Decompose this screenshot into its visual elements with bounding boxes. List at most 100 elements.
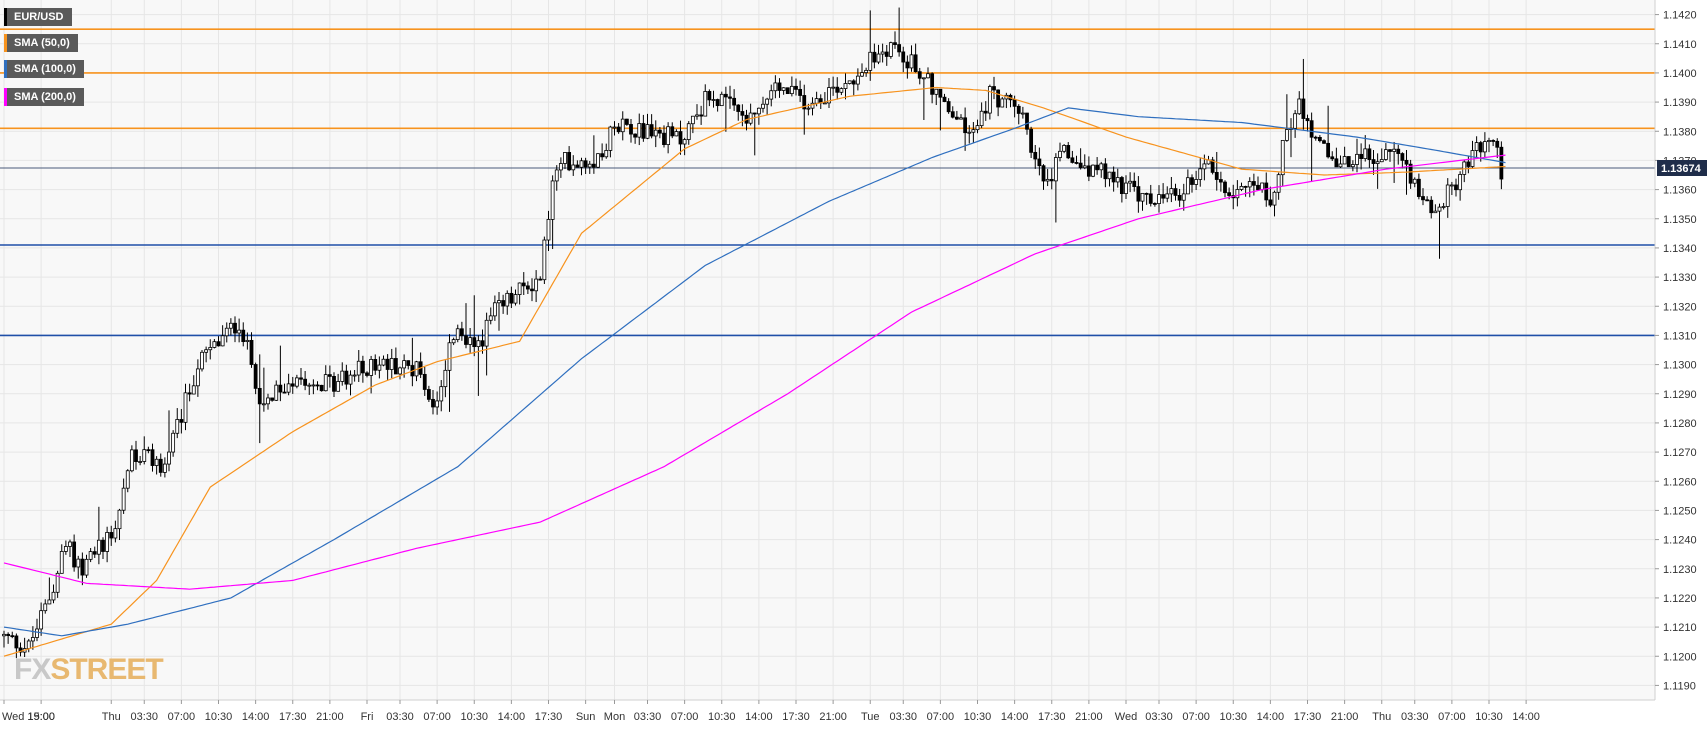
- candle-body: [369, 359, 374, 376]
- candle-body: [1350, 164, 1355, 168]
- candle-body: [719, 93, 724, 107]
- candle-body: [1235, 189, 1240, 199]
- x-tick-label: 07:00: [1438, 711, 1466, 723]
- legend-label-eurusd: EUR/USD: [14, 11, 64, 23]
- x-tick-label: 14:00: [1512, 711, 1540, 723]
- candle-body: [68, 541, 72, 547]
- candle-body: [1491, 140, 1496, 142]
- candle-body: [1144, 192, 1149, 195]
- candle-body: [835, 86, 840, 93]
- candle-body: [1421, 196, 1425, 201]
- candle-body: [616, 126, 621, 133]
- candle-body: [789, 85, 794, 95]
- candle-body: [336, 381, 341, 392]
- candle-body: [1309, 120, 1314, 138]
- candle-body: [756, 107, 761, 115]
- x-tick-label: 03:30: [889, 711, 917, 723]
- candle-body: [1165, 193, 1170, 199]
- candle-body: [534, 278, 539, 292]
- candle-body: [105, 532, 110, 552]
- x-tick-label: 21:00: [316, 711, 344, 723]
- candle-body: [426, 389, 431, 400]
- x-tick-label: 14:00: [498, 711, 526, 723]
- candle-body: [530, 288, 534, 292]
- candle-body: [195, 368, 200, 387]
- candle-body: [732, 97, 737, 106]
- x-tick-label: Sun: [576, 711, 596, 723]
- candle-body: [653, 129, 658, 137]
- candle-body: [1148, 193, 1153, 204]
- candle-body: [1346, 156, 1351, 168]
- candle-body: [1280, 139, 1285, 176]
- candle-body: [1243, 185, 1248, 188]
- candle-body: [402, 360, 407, 369]
- legend-label-sma200: SMA (200,0): [14, 91, 76, 103]
- legend-item-sma200[interactable]: SMA (200,0): [4, 88, 84, 106]
- candle-body: [1247, 181, 1252, 188]
- legend-swatch-sma100: [4, 60, 7, 78]
- x-tick-label: 14:00: [1257, 711, 1285, 723]
- legend-item-sma50[interactable]: SMA (50,0): [4, 34, 78, 52]
- candle-body: [773, 82, 778, 92]
- candle-body: [1012, 99, 1017, 107]
- candle-body: [1227, 192, 1232, 196]
- candle-body: [921, 77, 926, 80]
- candle-body: [728, 96, 732, 99]
- candle-body: [1301, 98, 1306, 119]
- candle-body: [109, 532, 114, 539]
- candle-body: [785, 87, 790, 95]
- candle-body: [1033, 151, 1038, 160]
- y-tick-label: 1.1340: [1663, 243, 1697, 255]
- candle-body: [1111, 171, 1116, 183]
- sma-line-sma100: [3, 107, 1506, 637]
- candle-body: [1082, 165, 1087, 169]
- candle-body: [641, 123, 646, 139]
- x-tick-label: 21:00: [819, 711, 847, 723]
- legend-swatch-sma200: [4, 88, 7, 106]
- candle-body: [228, 322, 233, 329]
- y-tick-label: 1.1260: [1663, 476, 1697, 488]
- legend-item-eurusd[interactable]: EUR/USD: [4, 8, 72, 26]
- legend-item-sma100[interactable]: SMA (100,0): [4, 60, 84, 78]
- candle-body: [608, 126, 613, 151]
- y-tick-label: 1.1300: [1663, 360, 1697, 372]
- y-tick-label: 1.1200: [1663, 651, 1697, 663]
- candle-body: [360, 360, 365, 374]
- candle-body: [1053, 157, 1058, 182]
- candle-body: [138, 461, 143, 463]
- candle-body: [1152, 203, 1157, 205]
- candle-body: [249, 339, 254, 365]
- candle-body: [992, 86, 996, 91]
- logo-fx: FX: [14, 653, 51, 686]
- legend-swatch-eurusd: [4, 8, 7, 26]
- candle-body: [63, 546, 68, 552]
- candle-body: [480, 340, 485, 347]
- candle-body: [1499, 146, 1504, 180]
- candle-body: [1388, 149, 1392, 152]
- candle-body: [781, 87, 786, 91]
- y-tick-label: 1.1360: [1663, 185, 1697, 197]
- logo-street: STREET: [50, 653, 163, 686]
- x-tick-label: 14:00: [745, 711, 773, 723]
- candle-body: [905, 61, 910, 69]
- candle-body: [893, 42, 897, 45]
- candle-body: [546, 219, 551, 241]
- candle-body: [723, 93, 728, 98]
- candle-body: [1062, 145, 1067, 152]
- candle-body: [934, 88, 939, 95]
- candle-body: [245, 339, 250, 343]
- x-tick-label: 17:30: [279, 711, 307, 723]
- candle-body: [274, 384, 279, 401]
- y-tick-label: 1.1400: [1663, 68, 1697, 80]
- candle-body: [282, 391, 287, 394]
- candle-body: [422, 373, 427, 390]
- x-tick-label: 17:30: [535, 711, 563, 723]
- y-tick-label: 1.1310: [1663, 330, 1697, 342]
- candle-body: [752, 112, 757, 115]
- candle-body: [1066, 145, 1071, 159]
- candle-body: [88, 551, 93, 560]
- candle-body: [14, 635, 19, 649]
- candle-body: [113, 528, 118, 539]
- candle-body: [270, 397, 275, 401]
- candle-body: [183, 392, 188, 423]
